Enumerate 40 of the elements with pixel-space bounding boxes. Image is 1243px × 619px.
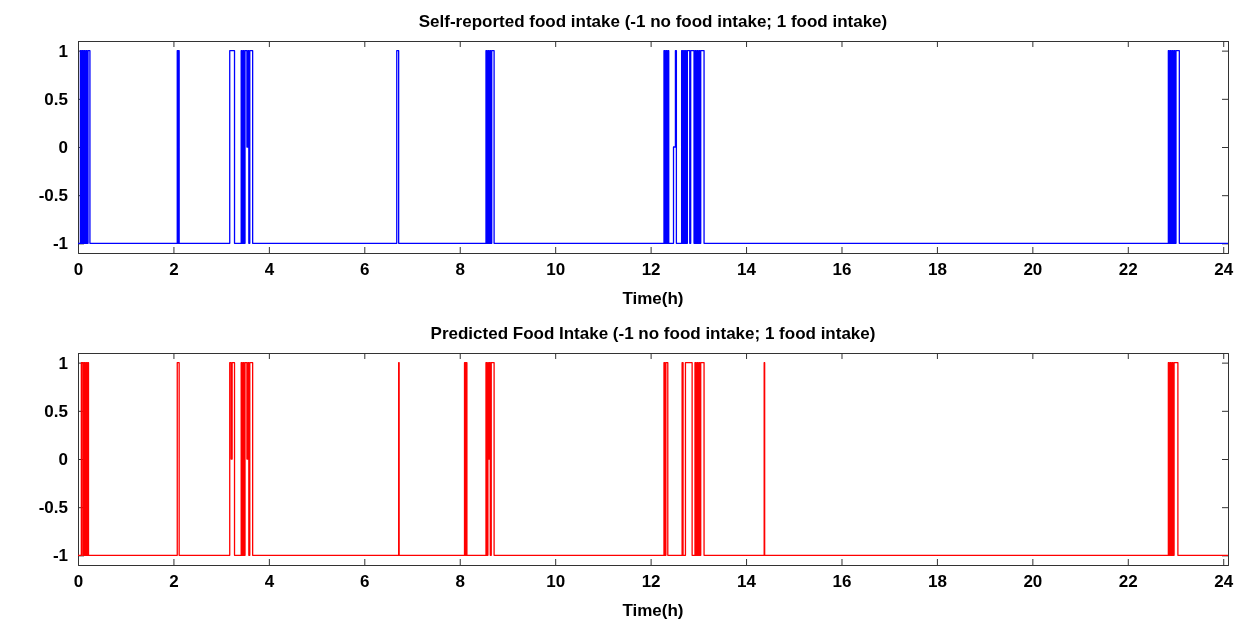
x-tick-label: 4: [264, 260, 275, 280]
y-tick-label: 0: [58, 137, 68, 157]
x-tick-label: 24: [1214, 572, 1234, 592]
x-tick-label: 6: [360, 260, 370, 280]
y-tick-label: -1: [52, 234, 68, 254]
y-tick-label: -1: [52, 546, 68, 566]
chart-title: Self-reported food intake (-1 no food intake; 1 food intake): [418, 12, 888, 31]
x-tick-label: 8: [455, 260, 465, 280]
x-tick-label: 16: [832, 260, 852, 280]
x-tick-label: 0: [73, 572, 84, 592]
x-tick-label: 14: [737, 260, 757, 280]
y-tick-label: 0.5: [44, 89, 68, 109]
x-tick-label: 4: [264, 572, 275, 592]
y-tick-label: -0.5: [38, 498, 68, 518]
x-tick-label: 22: [1118, 572, 1138, 592]
y-tick-label: 1: [58, 41, 68, 61]
x-axis-title: Time(h): [622, 601, 684, 619]
x-tick-label: 18: [927, 260, 947, 280]
x-tick-label: 12: [641, 260, 661, 280]
x-tick-label: 10: [546, 572, 566, 592]
y-tick-label: 1: [58, 353, 68, 373]
x-tick-label: 18: [927, 572, 947, 592]
x-axis-title: Time(h): [622, 289, 684, 308]
x-tick-label: 10: [546, 260, 566, 280]
x-tick-label: 0: [73, 260, 84, 280]
y-tick-label: 0.5: [44, 401, 68, 421]
y-tick-label: -0.5: [38, 186, 68, 206]
x-tick-label: 16: [832, 572, 852, 592]
x-tick-label: 20: [1023, 572, 1043, 592]
x-tick-label: 2: [169, 572, 179, 592]
y-tick-label: 0: [58, 449, 68, 469]
x-tick-label: 8: [455, 572, 465, 592]
x-tick-label: 22: [1118, 260, 1138, 280]
x-tick-label: 6: [360, 572, 370, 592]
chart-title: Predicted Food Intake (-1 no food intake; 1 food intake): [430, 324, 876, 343]
x-tick-label: 14: [737, 572, 757, 592]
x-tick-label: 20: [1023, 260, 1043, 280]
x-tick-label: 12: [641, 572, 661, 592]
x-tick-label: 24: [1214, 260, 1234, 280]
x-tick-label: 2: [169, 260, 179, 280]
